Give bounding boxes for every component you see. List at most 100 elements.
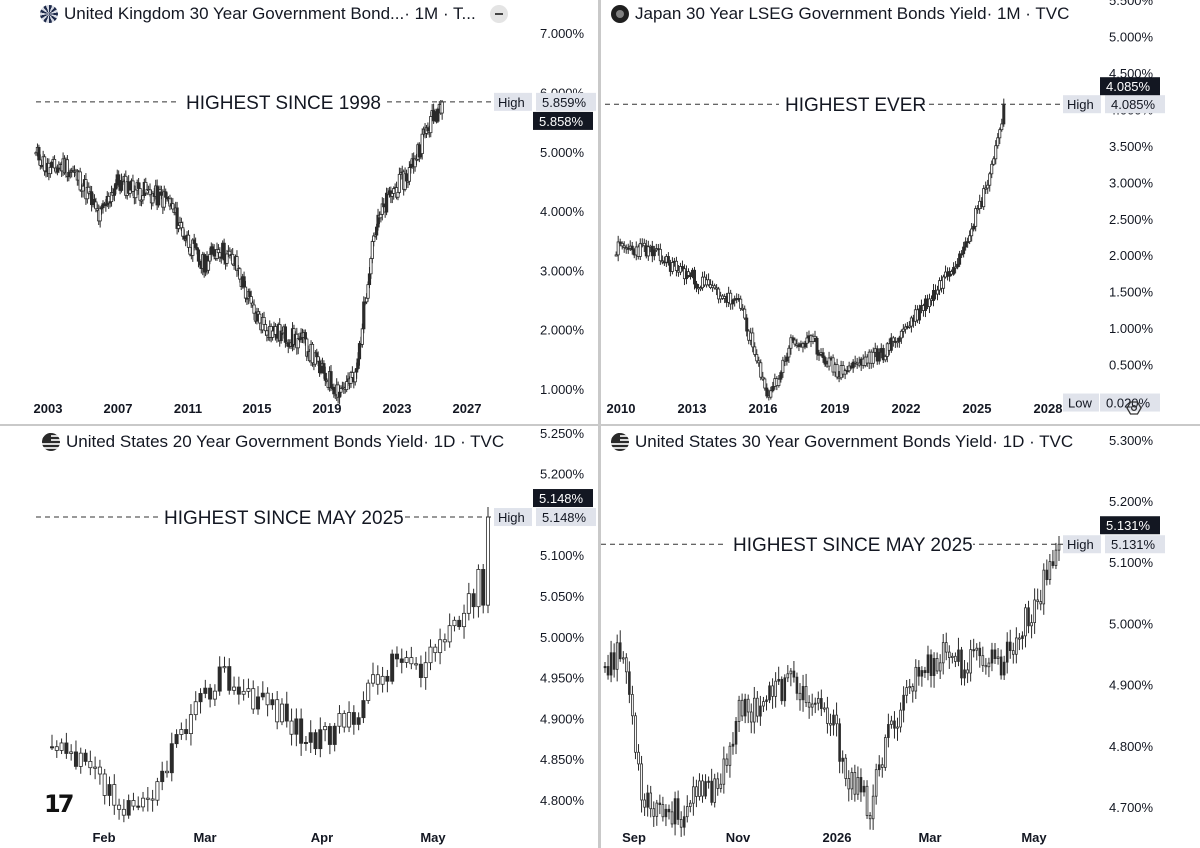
candle-body [371, 674, 376, 684]
chart-panel-us20[interactable]: 5.250%5.200%5.150%5.100%5.050%5.000%4.95… [0, 426, 598, 848]
candle-body [606, 666, 610, 676]
candle-body [701, 780, 704, 797]
candle-body [779, 372, 783, 380]
chart-canvas-us30[interactable]: 5.300% 5.200% 5.100% 5.000% 4.900% 4.800% 4.70… [601, 426, 1200, 848]
x-axis-tick-label: 2019 [821, 401, 850, 416]
candle-body [755, 354, 759, 362]
candle-body [909, 317, 913, 327]
candle-body [737, 699, 741, 722]
chart-canvas-us20[interactable]: 5.250%5.200%5.150%5.100%5.050%5.000%4.95… [0, 426, 598, 848]
candle-body [78, 171, 82, 191]
candle-body [673, 798, 677, 825]
x-axis-tick-label: May [1021, 830, 1047, 845]
candle-body [1036, 599, 1039, 602]
chart-title-bar-us30[interactable]: United States 30 Year Government Bonds Y… [611, 432, 1073, 452]
candle-body [1018, 637, 1021, 640]
y-axis-tick-label: 4.900% [1109, 678, 1154, 693]
candle-body [713, 285, 717, 289]
candle-body [37, 146, 41, 161]
candle-body [609, 652, 613, 676]
candle-body [739, 298, 743, 309]
high-label: High [1067, 97, 1094, 112]
candle-body [148, 189, 152, 196]
candle-body [692, 786, 695, 804]
candle-body [620, 242, 624, 247]
candle-body [917, 666, 921, 677]
candle-body [345, 381, 349, 391]
y-axis-tick-label: 1.000% [540, 382, 585, 397]
chart-canvas-uk30[interactable]: 7.000%6.000%5.000%4.000%3.000%2.000%1.00… [0, 0, 598, 424]
candle-body [396, 191, 400, 198]
candle-body [318, 729, 323, 750]
candle-body [992, 158, 996, 165]
candle-body [832, 714, 835, 726]
candle-body [932, 658, 936, 676]
settings-icon-center [1130, 404, 1138, 412]
candle-body [674, 260, 678, 271]
settings-icon-hex [1126, 401, 1142, 415]
x-axis-tick-label: 2028 [1034, 401, 1063, 416]
candle-body [174, 734, 179, 745]
candle-body [931, 290, 935, 301]
y-axis-tick-label: 0.500% [1109, 358, 1154, 373]
chart-canvas-jp30[interactable]: 5.500%5.000%4.500%4.000%3.500%3.000%2.50… [601, 0, 1200, 424]
candle-body [787, 347, 791, 358]
candle-body [212, 249, 216, 257]
candle-body [256, 696, 261, 710]
candle-body [440, 101, 444, 114]
candle-body [117, 804, 122, 810]
candle-body [283, 326, 288, 343]
candle-body [695, 283, 699, 289]
candle-body [927, 298, 931, 308]
candle-body [963, 669, 966, 679]
candle-body [749, 711, 753, 723]
chart-title-bar-uk30[interactable]: United Kingdom 30 Year Government Bond..… [40, 4, 508, 24]
candle-body [64, 742, 69, 754]
chart-panel-uk30[interactable]: 7.000%6.000%5.000%4.000%3.000%2.000%1.00… [0, 0, 598, 424]
candle-body [658, 802, 662, 806]
candle-body [242, 276, 246, 288]
settings-icon[interactable] [1126, 401, 1142, 415]
candle-body [698, 780, 701, 797]
candle-body [365, 297, 369, 303]
candle-body [791, 337, 795, 341]
high-tag-background [494, 508, 532, 527]
chart-title-bar-us20[interactable]: United States 20 Year Government Bonds Y… [42, 432, 504, 452]
chart-title-bar-jp30[interactable]: Japan 30 Year LSEG Government Bonds Yiel… [611, 4, 1069, 24]
candle-body [765, 699, 768, 702]
candle-body [438, 639, 443, 654]
candle-body [642, 242, 646, 247]
candle-body [98, 207, 102, 222]
candle-body [719, 783, 723, 789]
candle-body [1051, 561, 1055, 566]
candle-body [42, 156, 47, 172]
horizontal-divider[interactable] [0, 424, 1200, 426]
candle-body [227, 666, 232, 691]
candle-body [847, 778, 851, 790]
candle-body [835, 364, 839, 378]
candle-body [877, 764, 881, 771]
candle-body [382, 203, 386, 208]
chart-title: United States 20 Year Government Bonds Y… [66, 432, 424, 451]
candle-body [117, 174, 121, 186]
chart-panel-jp30[interactable]: 5.500%5.000%4.500%4.000%3.500%3.000%2.50… [601, 0, 1200, 424]
candle-body [93, 766, 98, 769]
candle-body [835, 714, 838, 725]
candle-body [114, 183, 118, 190]
candle-body [303, 332, 307, 340]
x-axis-tick-label: 2007 [104, 401, 133, 416]
x-axis-tick-label: Mar [193, 830, 216, 845]
minus-icon[interactable] [489, 5, 508, 23]
candle-body [616, 241, 620, 256]
chart-panel-us30[interactable]: 5.300% 5.200% 5.100% 5.000% 4.900% 4.800% 4.70… [601, 426, 1200, 848]
candle-body [877, 351, 881, 362]
candle-body [369, 258, 373, 275]
candle-body [765, 387, 769, 397]
low-value: 0.020% [1106, 396, 1151, 411]
candle-body [370, 241, 374, 259]
y-axis-tick-label: 5.200% [540, 467, 585, 482]
x-axis-tick-label: Nov [726, 830, 751, 845]
y-axis-tick-label: 5.000% [540, 145, 585, 160]
candle-body [902, 694, 905, 711]
candle-body [938, 662, 942, 672]
